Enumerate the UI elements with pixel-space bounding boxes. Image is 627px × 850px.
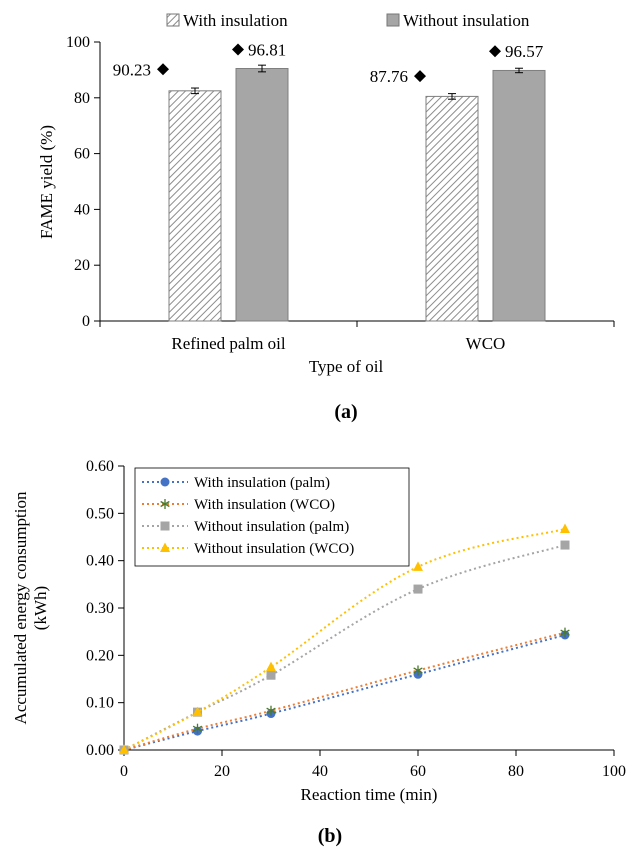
legend-label-with-insulation: With insulation xyxy=(183,11,288,30)
panel-b-line-chart: 0.00 0.10 0.20 0.30 0.40 0.50 0.60 0 20 40 60 80 10… xyxy=(11,458,626,847)
series-point-1 xyxy=(192,723,203,734)
series-point-2 xyxy=(560,540,570,550)
diamond-marker xyxy=(232,43,244,56)
y-tick-label-b: 0.60 xyxy=(86,458,114,475)
y-tick-label-a: 20 xyxy=(74,257,90,274)
legend-swatch-without-insulation xyxy=(386,13,400,27)
series-point-3 xyxy=(119,744,129,754)
bar-with-insulation xyxy=(425,95,479,322)
y-tick-label-a: 40 xyxy=(74,201,90,218)
y-tick-label-b: 0.10 xyxy=(86,695,114,712)
y-tick-label-b: 0.00 xyxy=(86,742,114,759)
y-tick-label-a: 100 xyxy=(66,34,90,51)
x-axis-title-b: Reaction time (min) xyxy=(301,785,438,804)
y-tick-label-a: 80 xyxy=(74,90,90,107)
y-tick-label-a: 60 xyxy=(74,146,90,163)
bar-without-insulation xyxy=(235,68,289,322)
series-point-1 xyxy=(413,665,423,676)
series-point-1 xyxy=(560,627,570,638)
y-axis-title-a: FAME yield (%) xyxy=(37,125,56,239)
x-tick-label-b: 40 xyxy=(312,763,328,780)
x-tick-label-b: 0 xyxy=(120,763,128,780)
y-axis-title-b-line2: (kWh) xyxy=(31,586,50,630)
series-point-3 xyxy=(560,523,570,533)
legend-b-label: With insulation (WCO) xyxy=(194,497,335,513)
series-point-2 xyxy=(266,670,276,680)
y-tick-label-b: 0.40 xyxy=(86,553,114,570)
diamond-marker xyxy=(489,45,501,58)
panel-a-bar-chart: With insulation Without insulation 0 20 40… xyxy=(37,11,615,423)
series-point-1 xyxy=(266,705,276,716)
data-label: 87.76 xyxy=(370,67,408,86)
y-tick-label-b: 0.30 xyxy=(86,600,114,617)
series-point-3 xyxy=(413,561,423,571)
legend-b-label: Without insulation (WCO) xyxy=(194,541,354,557)
panel-label-a: (a) xyxy=(334,401,357,423)
bar-with-insulation xyxy=(168,90,222,322)
legend-b-marker xyxy=(160,542,170,552)
x-tick-label-a: Refined palm oil xyxy=(171,334,286,353)
bar-without-insulation xyxy=(492,69,546,322)
data-label: 96.81 xyxy=(248,41,286,60)
x-tick-label-a: WCO xyxy=(466,334,506,353)
x-tick-label-b: 60 xyxy=(410,763,426,780)
series-point-3 xyxy=(192,706,203,717)
data-label: 90.23 xyxy=(113,60,151,79)
series-line-2 xyxy=(123,544,566,751)
legend-b-marker xyxy=(160,521,170,531)
y-tick-label-b: 0.50 xyxy=(86,505,114,522)
y-tick-label-b: 0.20 xyxy=(86,647,114,664)
legend-b-marker xyxy=(160,499,170,509)
x-axis-title-a: Type of oil xyxy=(309,357,384,376)
legend-label-without-insulation: Without insulation xyxy=(403,11,530,30)
legend-b-label: Without insulation (palm) xyxy=(194,519,349,535)
panel-label-b: (b) xyxy=(318,825,342,847)
y-axis-title-b-line1: Accumulated energy consumption xyxy=(11,491,30,724)
diamond-marker xyxy=(414,70,426,83)
diamond-marker xyxy=(157,63,169,76)
legend-b-box xyxy=(134,467,410,567)
x-tick-label-b: 80 xyxy=(508,763,524,780)
series-line-0 xyxy=(123,634,566,751)
series-line-3 xyxy=(123,527,566,751)
y-tick-label-a: 0 xyxy=(82,313,90,330)
legend-b-label: With insulation (palm) xyxy=(194,475,330,491)
legend-b-marker xyxy=(160,477,170,487)
legend-swatch-with-insulation xyxy=(166,13,180,27)
x-tick-label-b: 20 xyxy=(214,763,230,780)
series-line-1 xyxy=(123,631,566,751)
series-point-3 xyxy=(266,661,276,672)
legend-a: With insulation Without insulation xyxy=(166,11,530,30)
series-point-2 xyxy=(413,584,423,594)
legend-b: With insulation (palm) With insulation (W… xyxy=(134,467,410,567)
x-tick-label-b: 100 xyxy=(602,763,626,780)
data-label: 96.57 xyxy=(505,42,544,61)
